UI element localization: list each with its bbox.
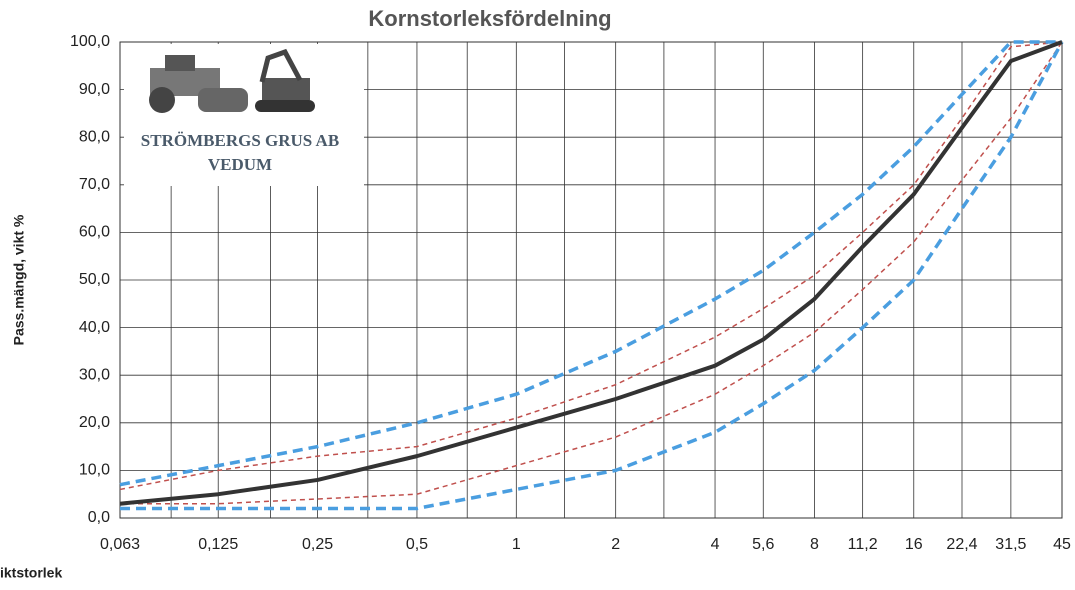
series-line	[120, 41, 1064, 511]
series-line	[120, 41, 1063, 505]
y-tick-label: 70,0	[79, 176, 110, 193]
y-axis-label: Pass.mängd, vikt %	[11, 214, 27, 345]
logo-text: STRÖMBERGS GRUS AB	[141, 131, 339, 150]
x-tick-label: 8	[810, 536, 819, 553]
x-tick-label: 31,5	[995, 536, 1026, 553]
roller-wheel	[149, 87, 175, 113]
y-tick-label: 40,0	[79, 319, 110, 336]
series-line	[119, 41, 1063, 491]
x-tick-label: 1	[512, 536, 521, 553]
y-tick-label: 60,0	[79, 224, 110, 241]
excavator-body	[262, 78, 310, 100]
y-tick-label: 10,0	[79, 462, 110, 479]
logo-background	[124, 44, 364, 186]
x-tick-label: 0,063	[100, 536, 140, 553]
x-tick-label: 0,125	[198, 536, 238, 553]
logo: STRÖMBERGS GRUS AB VEDUM	[124, 44, 364, 186]
x-tick-label: 0,5	[406, 536, 428, 553]
excavator-arm	[259, 48, 303, 83]
x-tick-label: 22,4	[946, 536, 977, 553]
y-tick-label: 20,0	[79, 414, 110, 431]
x-tick-label: 11,2	[848, 536, 878, 553]
y-tick-label: 50,0	[79, 271, 110, 288]
y-tick-label: 0,0	[88, 509, 110, 526]
y-tick-label: 100,0	[70, 33, 110, 50]
y-tick-label: 90,0	[79, 81, 110, 98]
y-tick-label: 80,0	[79, 128, 110, 145]
x-axis-label: iktstorlek	[0, 565, 62, 581]
x-tick-label: 0,25	[302, 536, 333, 553]
y-tick-label: 30,0	[79, 366, 110, 383]
x-tick-label: 5,6	[752, 536, 774, 553]
roller-drum	[198, 88, 248, 112]
logo-text: VEDUM	[208, 155, 272, 174]
x-tick-label: 16	[905, 536, 923, 553]
chart-title: Kornstorleksfördelning	[368, 6, 611, 31]
roller-cab	[165, 55, 195, 71]
series-line	[119, 40, 1062, 487]
excavator-track	[255, 100, 315, 112]
x-tick-label: 45	[1053, 536, 1071, 553]
x-tick-label: 2	[611, 536, 620, 553]
series-line	[119, 40, 1063, 506]
x-tick-label: 4	[711, 536, 720, 553]
